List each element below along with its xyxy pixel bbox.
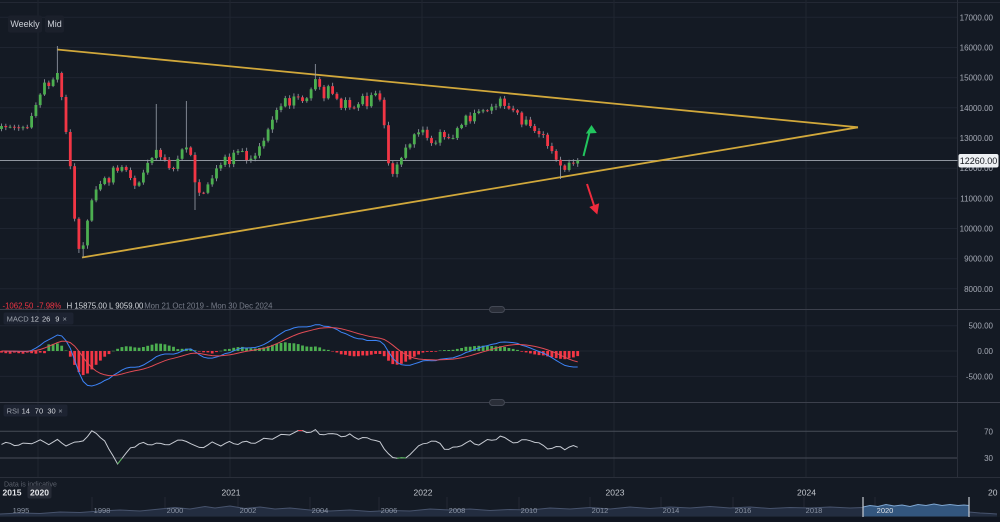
svg-text:12260.00: 12260.00 [960,156,998,166]
svg-text:2012: 2012 [592,506,609,515]
svg-text:MACD: MACD [7,315,30,324]
svg-text:13000.00: 13000.00 [960,134,994,143]
svg-text:2010: 2010 [521,506,538,515]
svg-text:2015: 2015 [3,488,22,498]
svg-text:-500.00: -500.00 [966,372,994,381]
svg-text:2002: 2002 [240,506,257,515]
svg-text:2006: 2006 [381,506,398,515]
svg-text:1998: 1998 [94,506,111,515]
svg-text:20: 20 [988,488,998,498]
svg-text:L 9059.00: L 9059.00 [109,302,144,311]
svg-text:2021: 2021 [222,488,241,498]
svg-text:12000.00: 12000.00 [960,164,994,173]
svg-text:8000.00: 8000.00 [964,285,993,294]
svg-text:9000.00: 9000.00 [964,255,993,264]
svg-text:2018: 2018 [806,506,823,515]
svg-text:30: 30 [47,407,55,416]
svg-text:2004: 2004 [312,506,329,515]
svg-text:×: × [58,407,62,416]
svg-text:2022: 2022 [414,488,433,498]
svg-text:70: 70 [984,427,993,436]
svg-text:17000.00: 17000.00 [960,13,994,22]
svg-text:0.00: 0.00 [977,347,993,356]
svg-text:2014: 2014 [663,506,680,515]
svg-text:RSI: RSI [7,407,20,416]
svg-text:Mid: Mid [47,19,62,29]
svg-text:2024: 2024 [797,488,816,498]
svg-text:14: 14 [22,407,30,416]
svg-text:2008: 2008 [449,506,466,515]
svg-text:Data is indicative: Data is indicative [4,482,57,489]
svg-text:2016: 2016 [735,506,752,515]
svg-text:Weekly: Weekly [10,19,40,29]
svg-text:2020: 2020 [30,488,49,498]
svg-text:16000.00: 16000.00 [960,43,994,52]
svg-text:70: 70 [35,407,43,416]
svg-text:2020: 2020 [877,506,894,515]
svg-text:2023: 2023 [606,488,625,498]
svg-text:2000: 2000 [167,506,184,515]
svg-text:26: 26 [42,315,50,324]
svg-text:14000.00: 14000.00 [960,104,994,113]
svg-text:-1062.50: -1062.50 [3,302,34,311]
svg-text:12: 12 [31,315,39,324]
svg-text:-7.98%: -7.98% [37,302,62,311]
svg-text:9: 9 [55,315,59,324]
svg-text:Mon 21 Oct 2019 - Mon 30 Dec 2: Mon 21 Oct 2019 - Mon 30 Dec 2024 [144,302,273,311]
svg-text:10000.00: 10000.00 [960,224,994,233]
svg-text:H 15875.00: H 15875.00 [67,302,108,311]
svg-text:1995: 1995 [13,506,30,515]
svg-text:11000.00: 11000.00 [960,194,993,203]
svg-text:30: 30 [984,454,993,463]
svg-text:15000.00: 15000.00 [960,74,994,83]
svg-text:500.00: 500.00 [969,322,994,331]
svg-text:×: × [63,315,67,324]
